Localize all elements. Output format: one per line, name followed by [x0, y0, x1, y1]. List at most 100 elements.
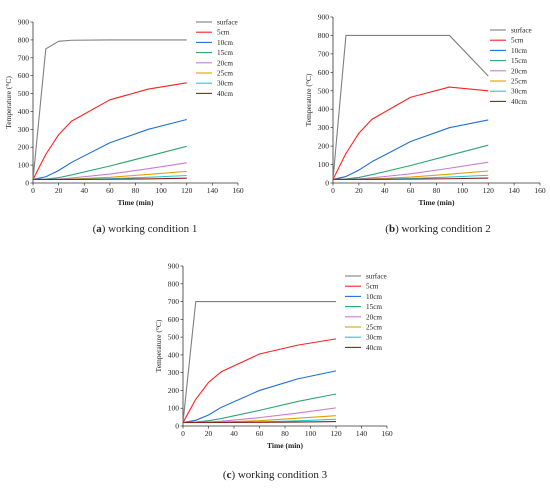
legend-label: 5cm: [511, 37, 524, 45]
legend: surface 5cm 10cm 15cm 20cm 25cm 30cm 40cm: [345, 273, 387, 352]
legend-label: 10cm: [217, 39, 233, 47]
y-axis-label: Temperature (°C): [4, 76, 13, 129]
x-axis-label: Time (min): [118, 198, 154, 207]
series-line-5cm: [332, 86, 489, 180]
y-tick-label: 200: [318, 142, 330, 151]
y-tick-label: 800: [168, 279, 180, 288]
x-tick-label: 140: [509, 186, 521, 195]
legend-label: 25cm: [511, 78, 527, 86]
series-line-5cm: [32, 82, 187, 180]
x-tick-label: 160: [232, 186, 244, 195]
x-tick-label: 160: [381, 429, 393, 438]
y-tick-label: 600: [318, 68, 330, 77]
x-tick-label: 40: [381, 186, 389, 195]
legend-label: 15cm: [511, 57, 527, 65]
y-axis-label: Temperature (°C): [154, 319, 163, 372]
legend-label: surface: [511, 27, 532, 35]
legend-label: 30cm: [217, 80, 233, 88]
x-tick-label: 80: [132, 186, 140, 195]
y-tick-label: 500: [168, 333, 180, 342]
y-tick-label: 900: [168, 262, 180, 271]
x-tick-label: 20: [355, 186, 363, 195]
y-tick-label: 700: [18, 53, 30, 62]
y-tick-label: 500: [18, 89, 30, 98]
legend-label: 10cm: [366, 293, 382, 301]
legend-label: surface: [366, 273, 387, 281]
chart-panel-a: 0 20 40 60 80 100 120 140 160 0 100 200 300 400 500 600…: [4, 18, 244, 236]
y-tick-label: 700: [318, 49, 330, 58]
x-tick-label: 40: [81, 186, 89, 195]
legend-label: 20cm: [366, 313, 382, 321]
legend-label: surface: [217, 19, 238, 27]
series-line-40cm: [33, 177, 187, 180]
legend: surface 5cm 10cm 15cm 20cm 25cm 30cm 40cm: [490, 27, 532, 106]
y-tick-label: 100: [168, 404, 180, 413]
x-tick-label: 40: [230, 429, 238, 438]
series-line-10cm: [332, 119, 489, 180]
y-tick-label: 600: [168, 315, 180, 324]
y-tick-label: 200: [168, 386, 180, 395]
x-tick-label: 0: [31, 186, 35, 195]
x-tick-label: 120: [181, 186, 193, 195]
legend-label: 20cm: [511, 67, 527, 75]
legend-label: 5cm: [217, 29, 230, 37]
panel-caption: (b) working condition 2: [385, 223, 490, 235]
y-tick-label: 100: [18, 161, 30, 170]
x-tick-label: 120: [330, 429, 342, 438]
series-line-surface: [182, 301, 336, 423]
legend-label: 30cm: [511, 88, 527, 96]
x-tick-label: 20: [55, 186, 63, 195]
panel-caption: (a) working condition 1: [93, 223, 198, 235]
chart-panel-b: 0 20 40 60 80 100 120 140 160 0 100 200 300 400 500 600…: [304, 13, 546, 236]
x-tick-label: 160: [534, 186, 546, 195]
x-tick-label: 0: [181, 429, 185, 438]
x-tick-label: 100: [457, 186, 469, 195]
legend: surface 5cm 10cm 15cm 20cm 25cm 30cm 40cm: [196, 19, 238, 98]
legend-label: 30cm: [366, 334, 382, 342]
y-tick-label: 100: [318, 160, 330, 169]
x-axis-label: Time (min): [267, 441, 303, 450]
series-line-5cm: [182, 338, 337, 423]
x-tick-label: 140: [207, 186, 219, 195]
x-tick-label: 120: [483, 186, 495, 195]
y-tick-label: 400: [18, 107, 30, 116]
x-tick-label: 60: [106, 186, 114, 195]
legend-label: 25cm: [366, 324, 382, 332]
y-tick-label: 400: [168, 350, 180, 359]
x-axis-label: Time (min): [419, 198, 455, 207]
series-line-40cm: [333, 177, 489, 180]
series-line-10cm: [32, 118, 187, 180]
y-tick-label: 700: [168, 297, 180, 306]
y-tick-label: 300: [18, 125, 30, 134]
y-tick-label: 200: [18, 143, 30, 152]
y-tick-label: 300: [318, 123, 330, 132]
y-tick-label: 300: [168, 368, 180, 377]
x-tick-label: 0: [331, 186, 335, 195]
series-line-surface: [32, 39, 187, 180]
x-tick-label: 60: [256, 429, 264, 438]
legend-label: 15cm: [366, 303, 382, 311]
x-tick-label: 60: [407, 186, 415, 195]
x-tick-label: 80: [281, 429, 289, 438]
y-tick-label: 500: [318, 86, 330, 95]
legend-label: 10cm: [511, 47, 527, 55]
y-tick-label: 900: [318, 13, 330, 22]
series-line-surface: [332, 34, 489, 180]
x-tick-label: 20: [205, 429, 213, 438]
x-tick-label: 100: [156, 186, 168, 195]
legend-label: 40cm: [217, 90, 233, 98]
y-tick-label: 800: [18, 35, 30, 44]
y-tick-label: 400: [318, 105, 330, 114]
series-line-40cm: [183, 421, 337, 423]
legend-label: 15cm: [217, 49, 233, 57]
legend-label: 5cm: [366, 283, 379, 291]
panel-caption: (c) working condition 3: [223, 469, 328, 481]
y-tick-label: 900: [18, 18, 30, 27]
series-line-10cm: [182, 370, 337, 423]
legend-label: 40cm: [366, 344, 382, 352]
chart-panel-c: 0 20 40 60 80 100 120 140 160 0 100 200 300 400 500 600…: [154, 262, 393, 482]
x-tick-label: 140: [356, 429, 368, 438]
legend-label: 25cm: [217, 70, 233, 78]
y-tick-label: 800: [318, 31, 330, 40]
